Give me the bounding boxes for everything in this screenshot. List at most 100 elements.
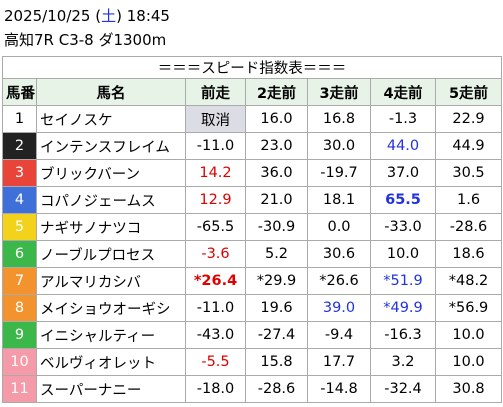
speed-index: 22.9: [434, 105, 503, 133]
horse-row: 5 ナギサノナツコ -65.5 -30.9 0.0 -33.0 -28.6: [2, 213, 503, 241]
horse-row: 6 ノーブルプロセス -3.6 5.2 30.6 10.0 18.6: [2, 240, 503, 268]
horse-name: アルマリカシバ: [36, 267, 186, 295]
horse-name: セイノスケ: [36, 105, 186, 133]
speed-index: 30.0: [307, 132, 371, 160]
speed-index: *49.9: [370, 294, 436, 322]
speed-index: -30.9: [245, 213, 308, 241]
horse-number: 10: [2, 348, 37, 376]
title-row: ＝＝＝スピード指数表＝＝＝: [1, 56, 503, 79]
speed-index: 30.6: [307, 240, 371, 268]
speed-index: -28.6: [434, 213, 503, 241]
speed-index: 21.0: [245, 186, 308, 214]
time: 18:45: [126, 7, 170, 25]
race: 高知7R C3-8 ダ1300m: [4, 31, 167, 49]
horse-name: イニシャルティー: [36, 321, 186, 349]
horse-number: 1: [2, 105, 37, 133]
column-header: 4走前: [370, 78, 436, 106]
speed-index: 14.2: [185, 159, 246, 187]
horse-row: 7 アルマリカシバ *26.4 *29.9 *26.6 *51.9 *48.2: [2, 267, 503, 295]
speed-index: *48.2: [434, 267, 503, 295]
speed-index: 19.6: [245, 294, 308, 322]
horse-name: メイショウオーギシ: [36, 294, 186, 322]
speed-index: 3.2: [370, 348, 436, 376]
date: 2025/10/25: [4, 7, 91, 25]
speed-index: 5.2: [245, 240, 308, 268]
speed-index: -11.0: [185, 132, 246, 160]
speed-index: *51.9: [370, 267, 436, 295]
speed-index: 37.0: [370, 159, 436, 187]
horse-number: 7: [2, 267, 37, 295]
speed-index: *29.9: [245, 267, 308, 295]
speed-index: 10.0: [370, 240, 436, 268]
speed-index: -16.3: [370, 321, 436, 349]
speed-index: 30.5: [434, 159, 503, 187]
speed-index: -18.0: [185, 375, 246, 403]
speed-index: *56.9: [434, 294, 503, 322]
speed-index: -11.0: [185, 294, 246, 322]
speed-index: -9.4: [307, 321, 371, 349]
table-body: ＝＝＝スピード指数表＝＝＝ 馬番 馬名 前走 2走前 3走前 4走前 5走前 1 セイノスケ 取消…: [1, 56, 503, 403]
date-line: 2025/10/25 (土) 18:45: [4, 7, 170, 25]
speed-index: 44.0: [370, 132, 436, 160]
speed-index: 18.6: [434, 240, 503, 268]
speed-index: -5.5: [185, 348, 246, 376]
speed-index: 10.0: [434, 321, 503, 349]
speed-index: 18.1: [307, 186, 371, 214]
speed-index: 16.0: [245, 105, 308, 133]
speed-index: 39.0: [307, 294, 371, 322]
horse-name: スーパーナニー: [36, 375, 186, 403]
speed-index: 23.0: [245, 132, 308, 160]
horse-row: 4 コパノジェームス 12.9 21.0 18.1 65.5 1.6: [2, 186, 503, 214]
horse-row: 9 イニシャルティー -43.0 -27.4 -9.4 -16.3 10.0: [2, 321, 503, 349]
horse-number: 4: [2, 186, 37, 214]
speed-index: 15.8: [245, 348, 308, 376]
horse-number: 5: [2, 213, 37, 241]
speed-index: *26.4: [185, 267, 246, 295]
column-header: 前走: [185, 78, 246, 106]
header-row: 馬番 馬名 前走 2走前 3走前 4走前 5走前: [2, 78, 503, 106]
horse-number: 8: [2, 294, 37, 322]
horse-name: インテンスフレイム: [36, 132, 186, 160]
speed-index: 30.8: [434, 375, 503, 403]
speed-index: -14.8: [307, 375, 371, 403]
speed-index: -43.0: [185, 321, 246, 349]
speed-index: *26.6: [307, 267, 371, 295]
column-header: 3走前: [307, 78, 371, 106]
horse-name: ベルヴィオレット: [36, 348, 186, 376]
speed-table: ＝＝＝スピード指数表＝＝＝ 馬番 馬名 前走 2走前 3走前 4走前 5走前 1 セイノスケ 取消…: [1, 56, 503, 403]
column-header: 馬名: [36, 78, 186, 106]
speed-index: -65.5: [185, 213, 246, 241]
column-header: 5走前: [434, 78, 503, 106]
speed-index: 12.9: [185, 186, 246, 214]
speed-index: 44.9: [434, 132, 503, 160]
speed-index: -28.6: [245, 375, 308, 403]
horse-number: 11: [2, 375, 37, 403]
horse-row: 1 セイノスケ 取消 16.0 16.8 -1.3 22.9: [2, 105, 503, 133]
speed-index: 取消: [185, 105, 246, 133]
horse-name: ブリックバーン: [36, 159, 186, 187]
speed-index: -27.4: [245, 321, 308, 349]
horse-name: コパノジェームス: [36, 186, 186, 214]
speed-index: 17.7: [307, 348, 371, 376]
speed-index: 16.8: [307, 105, 371, 133]
speed-index: 0.0: [307, 213, 371, 241]
speed-index: 1.6: [434, 186, 503, 214]
horse-number: 6: [2, 240, 37, 268]
table-title: ＝＝＝スピード指数表＝＝＝: [1, 56, 503, 79]
column-header: 2走前: [245, 78, 308, 106]
horse-row: 10 ベルヴィオレット -5.5 15.8 17.7 3.2 10.0: [2, 348, 503, 376]
speed-index: 36.0: [245, 159, 308, 187]
speed-index: -1.3: [370, 105, 436, 133]
column-header: 馬番: [2, 78, 37, 106]
horse-number: 3: [2, 159, 37, 187]
weekday: 土: [101, 7, 117, 25]
horse-row: 2 インテンスフレイム -11.0 23.0 30.0 44.0 44.9: [2, 132, 503, 160]
horse-row: 8 メイショウオーギシ -11.0 19.6 39.0 *49.9 *56.9: [2, 294, 503, 322]
horse-name: ナギサノナツコ: [36, 213, 186, 241]
horse-row: 11 スーパーナニー -18.0 -28.6 -14.8 -32.4 30.8: [2, 375, 503, 403]
speed-index: 65.5: [370, 186, 436, 214]
speed-index: -19.7: [307, 159, 371, 187]
horse-number: 9: [2, 321, 37, 349]
speed-index: -33.0: [370, 213, 436, 241]
